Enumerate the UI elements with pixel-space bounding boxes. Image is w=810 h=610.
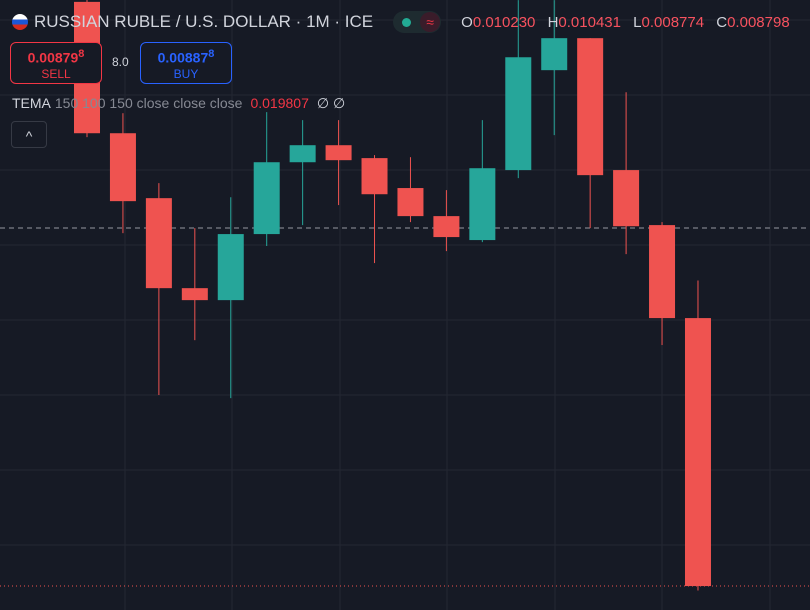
candle-body	[217, 234, 244, 301]
ohlc-value: 0.008774	[641, 13, 705, 31]
collapse-button[interactable]: ^	[11, 121, 47, 148]
toggle[interactable]: ≈	[393, 11, 442, 33]
candle-body	[433, 216, 460, 238]
indicator-params: 150 100 150 close close close	[54, 95, 243, 111]
candle-body	[541, 38, 568, 71]
wave-icon: ≈	[420, 12, 441, 32]
buy-button[interactable]: 0.008878 BUY	[140, 42, 232, 84]
ohlc-key: C	[716, 13, 728, 31]
indicator: TEMA 150 100 150 close close close 0.01980…	[12, 95, 345, 112]
candle-body	[469, 168, 496, 241]
candle-body	[289, 145, 316, 163]
price: 0.00887	[157, 49, 209, 66]
buy-label: BUY	[173, 66, 199, 81]
ohlc-key: H	[547, 13, 559, 31]
candle-body	[505, 57, 532, 171]
candle-body	[684, 318, 711, 587]
flag-icon	[12, 14, 28, 30]
sell-label: SELL	[41, 66, 71, 81]
candle-body	[145, 198, 172, 289]
header: RUSSIAN RUBLE / U.S. DOLLAR · 1M · ICE ≈…	[12, 11, 810, 33]
symbol: RUSSIAN RUBLE / U.S. DOLLAR · 1M · ICE	[34, 12, 374, 31]
sell-button[interactable]: 0.008798 SELL	[10, 42, 102, 84]
candle-body	[181, 288, 208, 301]
ohlc-key: O	[461, 13, 473, 31]
buy-price: 0.008878	[141, 48, 231, 66]
candle-body	[253, 162, 280, 235]
candle-body	[109, 133, 136, 202]
candle-body	[361, 158, 388, 195]
ohlc: O0.010230 H0.010431 L0.008774 C0.008798	[461, 14, 798, 31]
status-dot	[402, 17, 412, 27]
sell-price: 0.008798	[11, 48, 101, 66]
pip: 8	[78, 48, 85, 60]
ohlc-value: 0.010431	[558, 13, 621, 31]
spread: 8.0	[112, 55, 129, 69]
indicator-extra: ∅ ∅	[316, 95, 346, 111]
candle-body	[649, 225, 676, 319]
candle-body	[325, 145, 352, 161]
ohlc-value: 0.010230	[472, 13, 536, 31]
pip: 8	[208, 48, 215, 60]
candle-body	[577, 38, 604, 176]
indicator-value: 0.019807	[250, 95, 309, 111]
candle-body	[397, 188, 424, 217]
ohlc-value: 0.008798	[727, 13, 790, 31]
price: 0.00879	[27, 49, 79, 66]
candle-body	[613, 170, 640, 227]
ohlc-key: L	[633, 13, 642, 31]
indicator-name: TEMA	[12, 95, 51, 111]
